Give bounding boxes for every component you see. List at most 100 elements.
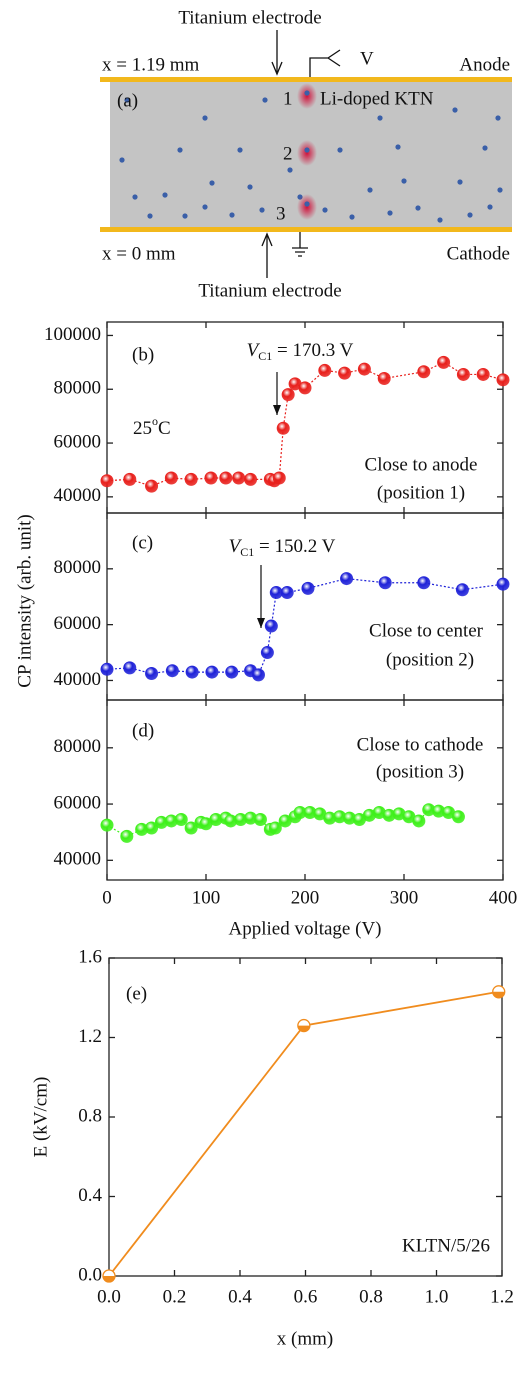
- marker-half: [297, 1025, 310, 1032]
- point: [123, 661, 137, 675]
- x-tick-label: 100: [192, 887, 221, 908]
- point: [340, 572, 354, 586]
- point: [496, 373, 510, 387]
- dopant: [401, 178, 407, 184]
- point: [199, 817, 213, 831]
- point: [204, 471, 218, 485]
- label: x = 1.19 mm: [102, 54, 199, 75]
- annotation-part: V: [247, 340, 261, 361]
- point: [303, 806, 317, 819]
- point: [174, 813, 188, 827]
- y-tick-label: 1.6: [78, 946, 102, 967]
- point: [362, 808, 376, 822]
- point: [352, 813, 366, 827]
- label: 1: [283, 88, 293, 109]
- dopant: [182, 213, 188, 219]
- dopant: [457, 179, 463, 185]
- doped-region: [297, 83, 317, 109]
- x-tick-label: 0.0: [97, 1286, 121, 1307]
- point: [269, 586, 283, 600]
- point: [456, 367, 470, 381]
- y-tick-label: 40000: [54, 849, 102, 870]
- arrow-head: [273, 405, 281, 415]
- point: [154, 815, 168, 829]
- x-tick-label: 0.4: [228, 1286, 252, 1307]
- point: [496, 577, 510, 591]
- x-axis-label: Applied voltage (V): [228, 918, 381, 939]
- dopant: [367, 187, 373, 193]
- point: [123, 472, 137, 486]
- dopant: [482, 145, 488, 151]
- x-tick-label: 1.2: [490, 1286, 514, 1307]
- dopant: [202, 115, 208, 121]
- point: [417, 365, 431, 379]
- dopant: [304, 147, 310, 153]
- marker-half: [492, 991, 505, 998]
- point: [293, 806, 307, 819]
- y-tick-label: 100000: [44, 324, 101, 345]
- panel-label: (b): [132, 344, 154, 365]
- label: Titanium electrode: [198, 280, 341, 301]
- annotation-part: = 170.3 V: [272, 340, 353, 361]
- point: [165, 664, 179, 678]
- dopant: [322, 207, 328, 213]
- label: V: [360, 48, 374, 69]
- label: Anode: [459, 54, 510, 75]
- y-tick-label: 60000: [54, 613, 102, 634]
- y-tick-label: 80000: [54, 736, 102, 757]
- dopant: [209, 180, 215, 186]
- dopant: [304, 90, 310, 96]
- point: [135, 822, 149, 836]
- dopant: [262, 97, 268, 103]
- dopant: [259, 207, 265, 213]
- point: [323, 811, 337, 825]
- y-tick-label: 60000: [54, 792, 102, 813]
- label: Titanium electrode: [178, 7, 321, 28]
- point: [251, 668, 265, 682]
- point: [412, 814, 426, 828]
- point: [225, 665, 239, 679]
- arrow-head: [257, 618, 265, 628]
- point: [298, 381, 312, 395]
- point: [432, 804, 446, 818]
- point: [244, 472, 258, 486]
- point: [442, 806, 456, 819]
- point: [280, 586, 294, 600]
- point: [244, 811, 258, 825]
- label: 3: [276, 203, 286, 224]
- dopant: [437, 217, 443, 223]
- note: (position 2): [386, 649, 474, 670]
- annotation: VC1 = 150.2 V: [229, 536, 336, 558]
- point: [451, 810, 465, 824]
- annotation-part: V: [229, 536, 243, 557]
- dopant: [202, 204, 208, 210]
- dopant: [495, 115, 501, 121]
- point: [100, 474, 114, 488]
- annotation: VC1 = 170.3 V: [247, 340, 354, 362]
- annotation-part: C1: [240, 545, 254, 559]
- marker-half: [103, 1276, 115, 1282]
- point: [185, 665, 199, 679]
- point: [272, 471, 286, 485]
- point: [184, 821, 198, 835]
- point: [357, 362, 371, 376]
- x-tick-label: 0.2: [163, 1286, 187, 1307]
- x-tick-label: 300: [390, 887, 419, 908]
- point: [184, 472, 198, 486]
- point: [333, 810, 347, 824]
- note: KLTN/5/26: [402, 1235, 490, 1256]
- dopant: [287, 167, 293, 173]
- point: [260, 646, 274, 660]
- point: [268, 821, 282, 835]
- note: (position 1): [377, 482, 465, 503]
- annotation-part: C: [158, 418, 171, 439]
- x-axis-label: x (mm): [277, 1328, 333, 1349]
- point: [301, 581, 315, 595]
- dopant: [467, 212, 473, 218]
- y-tick-label: 1.2: [78, 1026, 102, 1047]
- point: [164, 814, 178, 828]
- label: 2: [283, 143, 293, 164]
- point: [455, 583, 469, 597]
- dopants: [119, 83, 503, 223]
